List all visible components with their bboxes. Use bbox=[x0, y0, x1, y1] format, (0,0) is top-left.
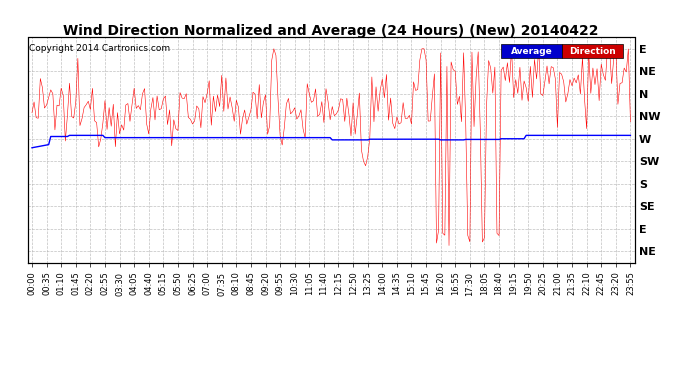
FancyBboxPatch shape bbox=[501, 44, 562, 58]
Text: Copyright 2014 Cartronics.com: Copyright 2014 Cartronics.com bbox=[29, 44, 170, 53]
FancyBboxPatch shape bbox=[562, 44, 622, 58]
Text: Average: Average bbox=[511, 46, 553, 56]
Text: Direction: Direction bbox=[569, 46, 615, 56]
Title: Wind Direction Normalized and Average (24 Hours) (New) 20140422: Wind Direction Normalized and Average (2… bbox=[63, 24, 599, 38]
